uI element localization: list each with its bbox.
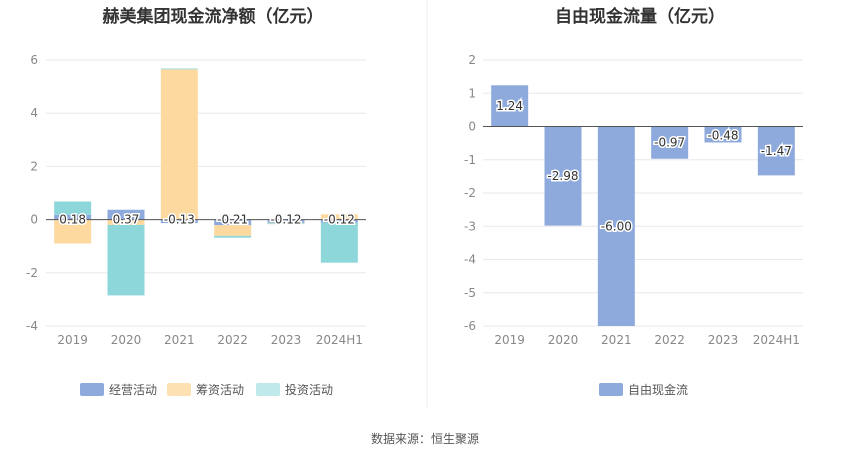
bar-financing bbox=[107, 219, 145, 225]
x-tick-label: 2021 bbox=[164, 333, 195, 347]
y-tick-label: -5 bbox=[464, 286, 476, 300]
x-tick-label: 2023 bbox=[708, 333, 739, 347]
bar-fcf bbox=[597, 126, 635, 326]
y-tick-label: 6 bbox=[30, 53, 38, 67]
x-tick-label: 2024H1 bbox=[316, 333, 363, 347]
bar-fcf bbox=[651, 126, 689, 159]
legend-swatch-investing bbox=[256, 383, 280, 396]
y-tick-label: 2 bbox=[468, 53, 476, 67]
y-tick-label: -6 bbox=[464, 319, 476, 333]
legend-label-investing: 投资活动 bbox=[285, 382, 333, 397]
bar-investing bbox=[320, 222, 358, 263]
legend-swatch-fcf bbox=[599, 383, 623, 396]
data-label: -0.21 bbox=[217, 213, 248, 227]
bar-fcf bbox=[757, 126, 795, 176]
y-tick-label: -4 bbox=[464, 253, 476, 267]
y-tick-label: 2 bbox=[30, 159, 38, 173]
bar-operating bbox=[214, 219, 252, 226]
x-tick-label: 2021 bbox=[601, 333, 632, 347]
data-label: -6.00 bbox=[601, 219, 632, 233]
legend-swatch-operating bbox=[80, 383, 104, 396]
y-tick-label: 0 bbox=[468, 120, 476, 134]
y-tick-label: -1 bbox=[464, 153, 476, 167]
bar-operating bbox=[107, 209, 145, 220]
data-label: 1.24 bbox=[496, 99, 523, 113]
chart-title: 赫美集团现金流净额（亿元） bbox=[103, 6, 324, 27]
data-label: -1.47 bbox=[761, 144, 792, 158]
x-tick-label: 2022 bbox=[217, 333, 248, 347]
y-tick-label: -2 bbox=[26, 266, 38, 280]
x-tick-label: 2019 bbox=[57, 333, 88, 347]
chart-title: 自由现金流量（亿元） bbox=[555, 6, 725, 27]
y-tick-label: -2 bbox=[464, 186, 476, 200]
bar-financing bbox=[54, 219, 92, 244]
bar-financing bbox=[320, 214, 358, 220]
data-label: -0.13 bbox=[164, 213, 195, 227]
data-label: -0.12 bbox=[324, 213, 355, 227]
bar-fcf bbox=[544, 126, 582, 226]
y-tick-label: 4 bbox=[30, 106, 38, 120]
legend-label-fcf: 自由现金流 bbox=[628, 382, 688, 397]
y-tick-label: -3 bbox=[464, 219, 476, 233]
data-label: 0.37 bbox=[113, 213, 140, 227]
x-tick-label: 2022 bbox=[654, 333, 685, 347]
data-label: 0.18 bbox=[59, 213, 86, 227]
data-label: -0.48 bbox=[707, 129, 738, 143]
bar-operating bbox=[54, 214, 92, 220]
bar-financing bbox=[160, 69, 198, 220]
bar-investing bbox=[54, 201, 92, 215]
data-label: -0.97 bbox=[654, 136, 685, 150]
x-tick-label: 2024H1 bbox=[753, 333, 800, 347]
bar-fcf bbox=[704, 126, 742, 143]
bar-operating bbox=[267, 219, 305, 223]
data-label: -2.98 bbox=[547, 169, 578, 183]
y-tick-label: -4 bbox=[26, 319, 38, 333]
bar-investing bbox=[107, 224, 145, 296]
data-label: -0.12 bbox=[270, 213, 301, 227]
x-tick-label: 2020 bbox=[548, 333, 579, 347]
bar-operating bbox=[160, 219, 198, 224]
x-tick-label: 2020 bbox=[111, 333, 142, 347]
bar-investing bbox=[214, 235, 252, 238]
bar-fcf bbox=[491, 85, 529, 127]
bar-investing bbox=[267, 223, 305, 225]
bar-financing bbox=[267, 222, 305, 224]
y-tick-label: 0 bbox=[30, 213, 38, 227]
y-tick-label: 1 bbox=[468, 86, 476, 100]
x-tick-label: 2019 bbox=[494, 333, 525, 347]
source-note: 数据来源：恒生聚源 bbox=[370, 432, 479, 446]
legend-label-operating: 经营活动 bbox=[109, 383, 157, 397]
legend-label-financing: 筹资活动 bbox=[196, 383, 244, 397]
x-tick-label: 2023 bbox=[271, 333, 302, 347]
legend-swatch-financing bbox=[167, 383, 191, 396]
bar-financing bbox=[214, 225, 252, 236]
bar-investing bbox=[160, 68, 198, 70]
bar-operating bbox=[320, 219, 358, 223]
